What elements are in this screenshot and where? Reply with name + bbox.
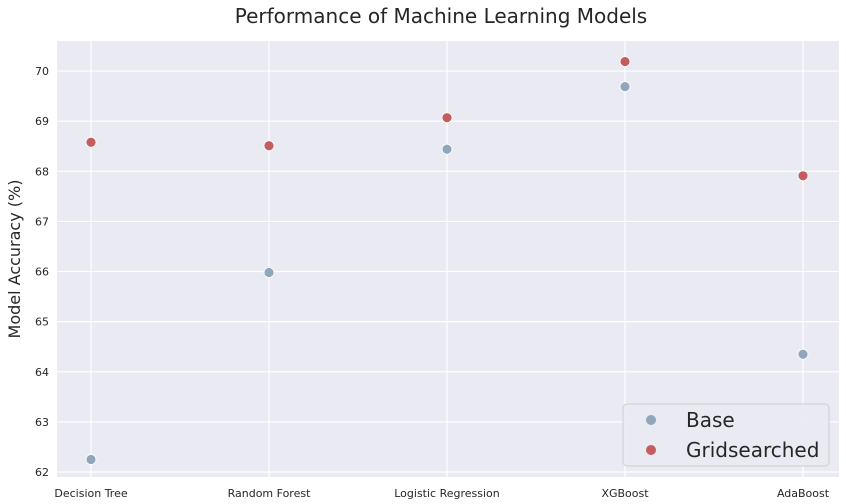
x-tick-label: Random Forest <box>228 487 311 500</box>
legend: Base Gridsearched <box>622 403 830 467</box>
y-tick-label: 68 <box>35 165 49 178</box>
data-points <box>85 56 809 465</box>
y-tick-label: 69 <box>35 115 49 128</box>
legend-label-gridsearched: Gridsearched <box>686 438 819 462</box>
y-tick-label: 66 <box>35 266 49 279</box>
gridlines <box>57 41 839 477</box>
point-base-2 <box>441 143 453 155</box>
point-base-0 <box>85 454 97 465</box>
point-gridsearched-1 <box>263 140 275 152</box>
x-tick-label: XGBoost <box>601 487 649 500</box>
point-gridsearched-3 <box>619 56 631 67</box>
legend-marker-gridsearched <box>646 445 656 455</box>
y-tick-label: 65 <box>35 316 49 329</box>
point-base-4 <box>797 348 809 360</box>
point-gridsearched-2 <box>441 112 453 124</box>
y-tick-label: 67 <box>35 215 49 228</box>
y-tick-label: 62 <box>35 466 49 479</box>
point-base-3 <box>619 81 631 93</box>
point-gridsearched-4 <box>797 170 809 182</box>
legend-marker-base <box>646 415 656 425</box>
y-tick-label: 70 <box>35 65 49 78</box>
x-tick-label: AdaBoost <box>777 487 830 500</box>
y-tick-labels: 62 63 64 65 66 67 68 69 70 <box>35 65 49 479</box>
y-axis-label: Model Accuracy (%) <box>5 180 24 339</box>
legend-label-base: Base <box>686 408 735 432</box>
y-tick-label: 63 <box>35 416 49 429</box>
chart-title: Performance of Machine Learning Models <box>235 4 647 28</box>
point-gridsearched-0 <box>85 136 97 148</box>
x-tick-labels: Decision Tree Random Forest Logistic Regre… <box>54 487 829 500</box>
legend-box <box>622 403 830 467</box>
y-tick-label: 64 <box>35 366 49 379</box>
point-base-1 <box>263 267 275 278</box>
x-tick-label: Decision Tree <box>54 487 127 500</box>
x-tick-label: Logistic Regression <box>394 487 500 500</box>
